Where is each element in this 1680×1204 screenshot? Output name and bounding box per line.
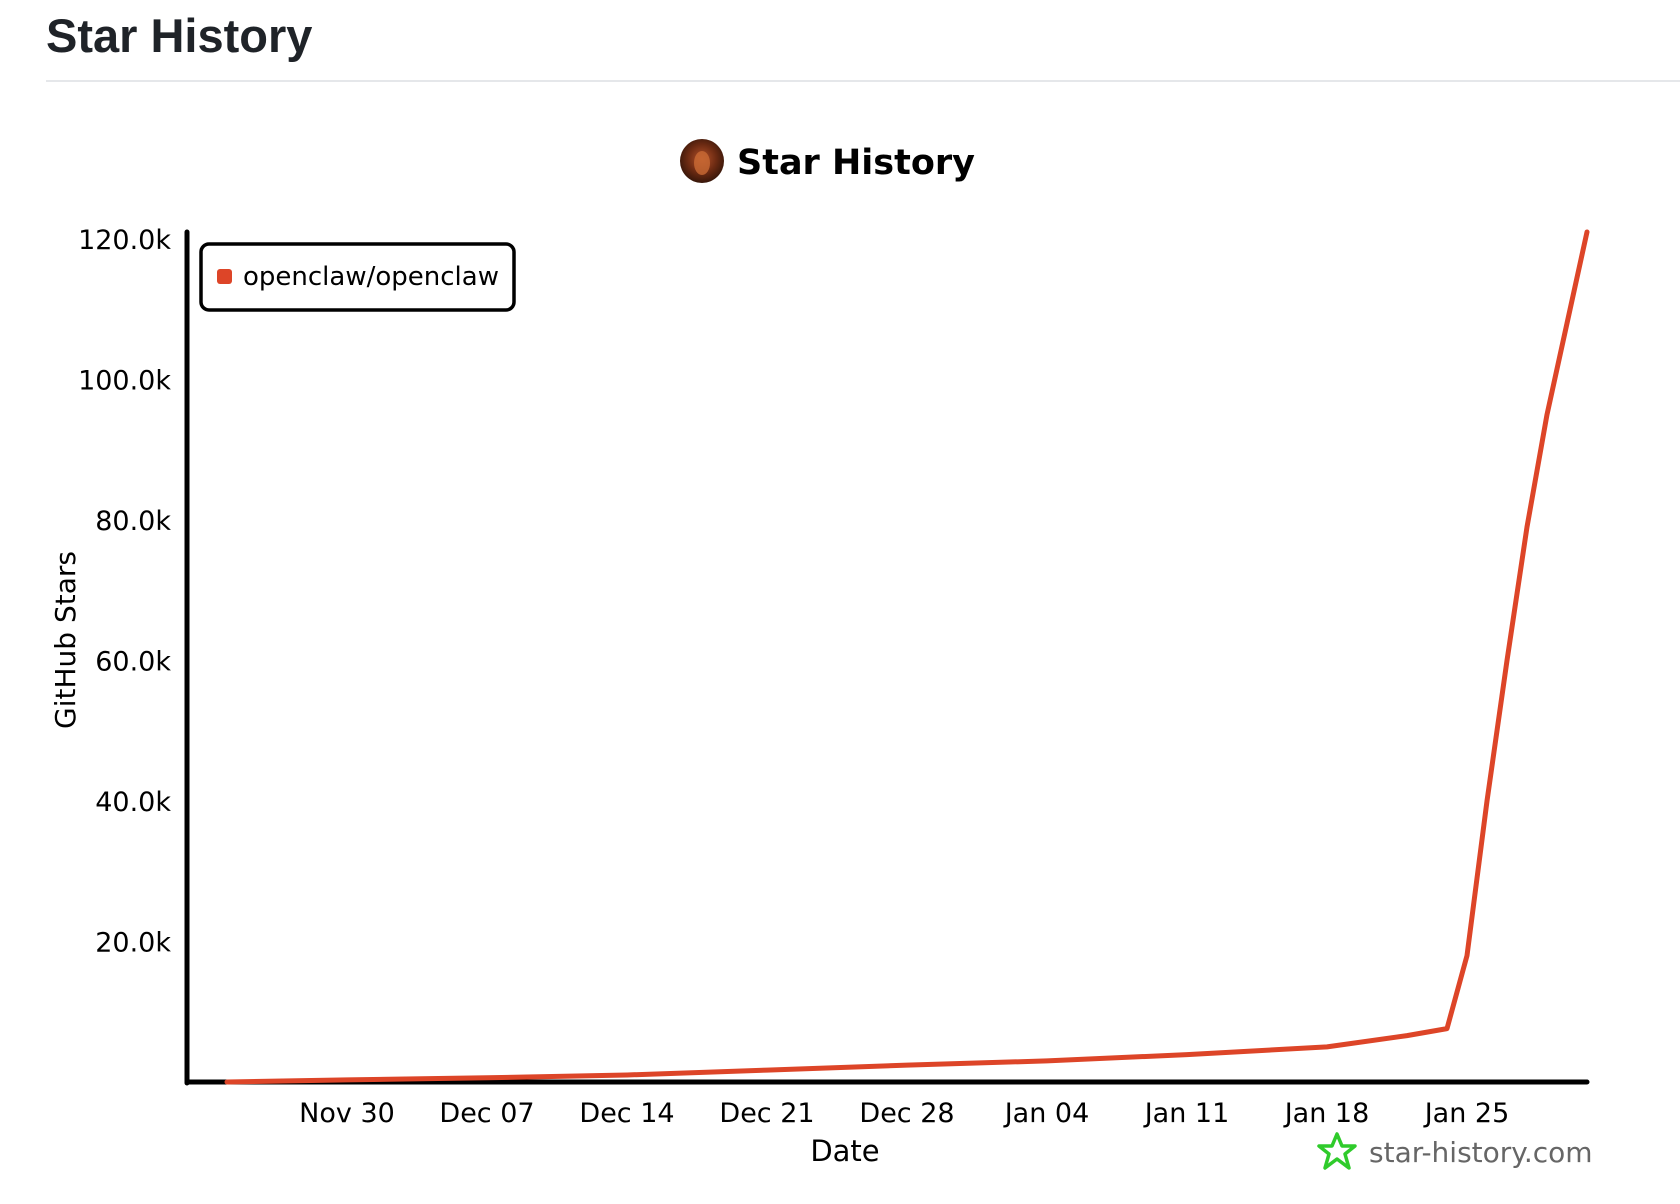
x-tick-label: Jan 11 xyxy=(1143,1098,1230,1129)
legend-swatch xyxy=(217,269,232,284)
page-title: Star History xyxy=(46,9,313,62)
avatar-icon xyxy=(680,139,724,183)
star-history-logo-icon xyxy=(1317,1132,1357,1170)
x-tick-labels: Nov 30 Dec 07 Dec 14 Dec 21 Dec 28 Jan 04 Jan … xyxy=(299,1098,1509,1129)
y-tick-label: 60.0k xyxy=(95,647,171,678)
x-tick-label: Jan 04 xyxy=(1003,1098,1090,1129)
y-tick-label: 40.0k xyxy=(95,787,171,818)
x-tick-label: Jan 18 xyxy=(1283,1098,1370,1129)
y-tick-labels: 20.0k 40.0k 60.0k 80.0k 100.0k 120.0k xyxy=(78,225,171,958)
x-tick-label: Dec 28 xyxy=(859,1098,954,1129)
x-tick-label: Dec 07 xyxy=(439,1098,534,1129)
x-tick-label: Nov 30 xyxy=(299,1098,395,1129)
chart-title: Star History xyxy=(737,143,975,183)
y-axis-label: GitHub Stars xyxy=(49,551,82,729)
legend-label: openclaw/openclaw xyxy=(243,262,499,292)
x-tick-label: Dec 14 xyxy=(579,1098,674,1129)
x-axis-label: Date xyxy=(810,1134,879,1168)
legend-box xyxy=(199,242,516,312)
y-tick-label: 80.0k xyxy=(95,506,171,537)
x-tick-label: Dec 21 xyxy=(719,1098,814,1129)
x-tick-label: Jan 25 xyxy=(1423,1098,1510,1129)
y-tick-label: 120.0k xyxy=(78,225,171,256)
y-tick-label: 20.0k xyxy=(95,928,171,959)
series-line-openclaw xyxy=(224,229,1590,1085)
watermark-text: star-history.com xyxy=(1369,1136,1593,1169)
title-divider xyxy=(46,80,1680,82)
legend: openclaw/openclaw xyxy=(199,242,516,312)
y-tick-label: 100.0k xyxy=(78,366,171,397)
